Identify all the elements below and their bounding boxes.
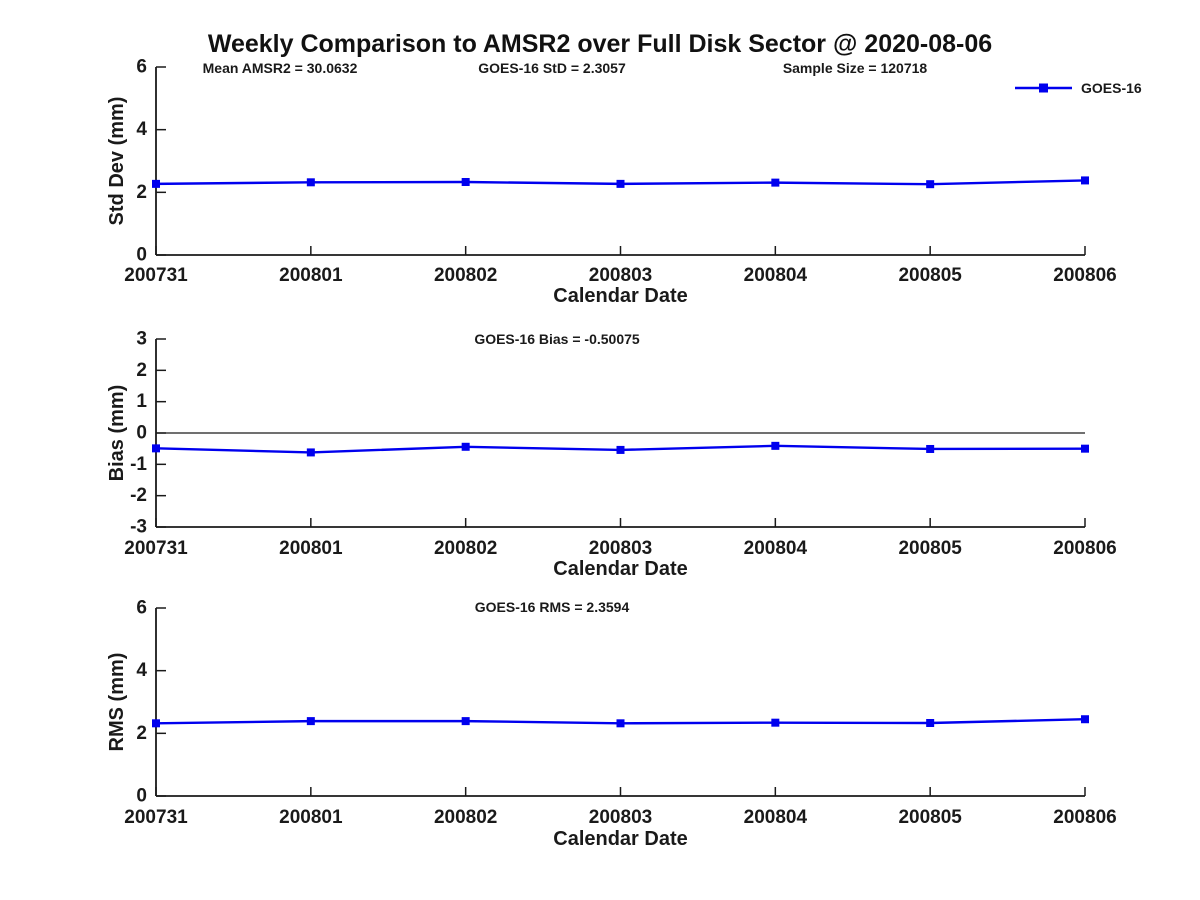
data-point-marker — [152, 179, 160, 188]
data-point-marker — [771, 178, 780, 187]
data-point-marker — [152, 719, 160, 728]
y-axis-title: Bias (mm) — [106, 385, 128, 482]
legend-marker — [1039, 83, 1048, 93]
x-tick-label: 200806 — [1053, 807, 1116, 828]
y-tick-label: 2 — [136, 182, 147, 203]
y-tick-label: 0 — [136, 245, 147, 266]
legend: GOES-16 — [1015, 80, 1142, 96]
annotation-text: GOES-16 RMS = 2.3594 — [475, 599, 630, 615]
x-tick-label: 200801 — [279, 265, 343, 286]
x-tick-label: 200804 — [744, 807, 808, 828]
y-tick-label: -1 — [130, 454, 147, 475]
subplot-std-dev: 0 2 4 6 200731 200801 200802 200803 200804 200805… — [106, 57, 1142, 308]
subplot-rms: 0 2 4 6 200731 200801 200802 200803 200804 200805… — [106, 598, 1117, 851]
data-point-marker — [616, 179, 625, 188]
data-point-marker — [461, 177, 470, 186]
y-axis-title: RMS (mm) — [106, 653, 128, 752]
x-tick-label: 200804 — [744, 538, 808, 559]
x-tick-label: 200805 — [898, 265, 962, 286]
data-point-marker — [1081, 444, 1089, 453]
y-tick-label: 2 — [136, 723, 147, 744]
data-point-marker — [1081, 715, 1089, 724]
x-tick-label: 200804 — [744, 265, 808, 286]
x-tick-label: 200802 — [434, 538, 497, 559]
y-tick-label: 3 — [136, 329, 147, 350]
data-point-marker — [926, 444, 935, 453]
legend-label: GOES-16 — [1081, 80, 1142, 96]
x-axis-title: Calendar Date — [553, 285, 688, 307]
data-point-marker — [306, 717, 315, 726]
data-point-marker — [771, 718, 780, 727]
y-axis-title: Std Dev (mm) — [106, 97, 128, 226]
figure-title: Weekly Comparison to AMSR2 over Full Dis… — [207, 30, 993, 58]
x-tick-label: 200801 — [279, 538, 343, 559]
x-tick-label: 200802 — [434, 265, 497, 286]
x-tick-label: 200803 — [589, 265, 652, 286]
annotation-text: Sample Size = 120718 — [783, 60, 928, 76]
y-tick-label: 0 — [136, 423, 147, 444]
data-point-marker — [926, 180, 935, 189]
x-tick-label: 200803 — [589, 807, 652, 828]
data-point-marker — [152, 444, 160, 453]
x-tick-label: 200801 — [279, 807, 343, 828]
data-point-marker — [1081, 176, 1089, 185]
y-tick-label: -2 — [130, 485, 147, 506]
y-tick-label: 4 — [136, 660, 147, 681]
y-tick-label: 1 — [136, 391, 147, 412]
annotation-text: Mean AMSR2 = 30.0632 — [203, 60, 358, 76]
x-tick-label: 200806 — [1053, 265, 1116, 286]
x-tick-label: 200802 — [434, 807, 497, 828]
data-point-marker — [306, 448, 315, 457]
data-point-marker — [616, 719, 625, 728]
data-point-marker — [306, 178, 315, 187]
y-tick-label: 6 — [136, 598, 147, 619]
x-axis-title: Calendar Date — [553, 828, 688, 850]
annotation-text: GOES-16 Bias = -0.50075 — [474, 331, 640, 347]
data-point-marker — [771, 441, 780, 450]
x-tick-label: 200731 — [124, 807, 188, 828]
x-tick-label: 200805 — [898, 538, 962, 559]
subplot-bias: -3 -2 -1 0 1 2 3 200731 200801 200802 200803 200804… — [106, 329, 1117, 581]
data-point-marker — [926, 718, 935, 727]
x-axis-title: Calendar Date — [553, 558, 688, 580]
y-tick-label: 4 — [136, 119, 147, 140]
x-tick-label: 200806 — [1053, 538, 1116, 559]
data-point-marker — [461, 717, 470, 726]
annotation-text: GOES-16 StD = 2.3057 — [478, 60, 626, 76]
y-tick-label: 0 — [136, 786, 147, 807]
x-tick-label: 200731 — [124, 265, 188, 286]
y-tick-label: -3 — [130, 517, 147, 538]
y-tick-label: 2 — [136, 360, 147, 381]
x-tick-label: 200805 — [898, 807, 962, 828]
y-tick-label: 6 — [136, 57, 147, 78]
x-tick-label: 200731 — [124, 538, 188, 559]
data-point-marker — [461, 442, 470, 451]
data-point-marker — [616, 445, 625, 454]
x-tick-label: 200803 — [589, 538, 652, 559]
